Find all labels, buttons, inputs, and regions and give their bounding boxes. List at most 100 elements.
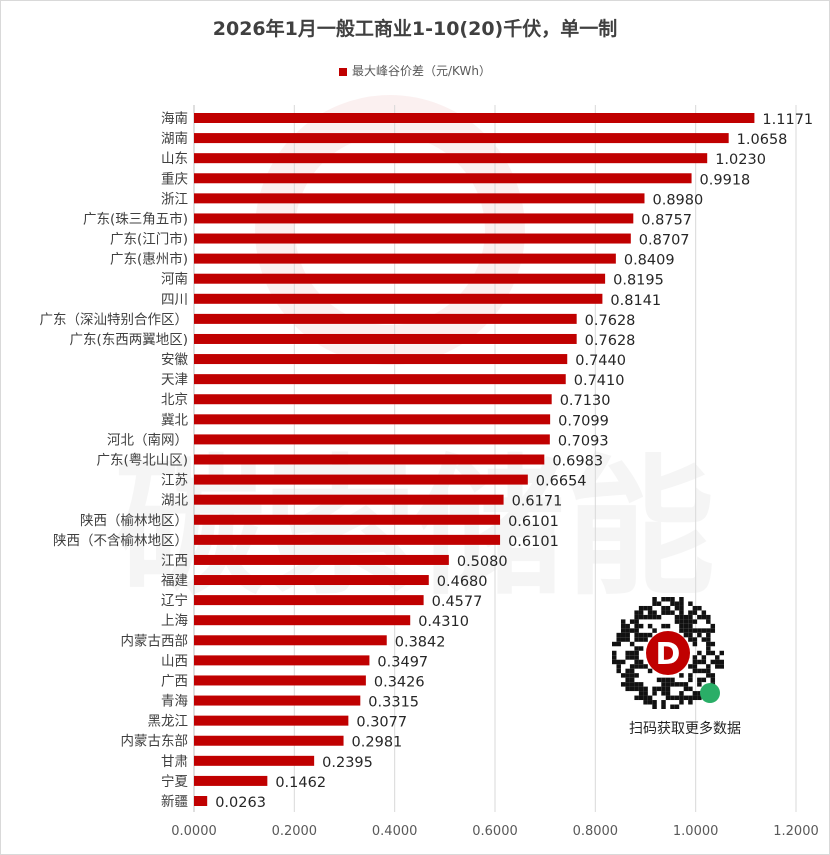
wechat-miniprogram-icon bbox=[700, 683, 720, 703]
data-label: 0.8707 bbox=[639, 233, 690, 249]
category-label: 江苏 bbox=[161, 473, 188, 489]
legend: 最大峰谷价差（元/KWh） bbox=[0, 62, 830, 79]
category-label: 甘肃 bbox=[161, 754, 188, 770]
data-label: 0.4310 bbox=[418, 614, 469, 630]
bar bbox=[194, 534, 501, 545]
category-label: 广东(惠州市) bbox=[110, 251, 188, 268]
category-label: 安徽 bbox=[161, 352, 188, 368]
category-label: 浙江 bbox=[161, 191, 188, 207]
data-label: 1.1171 bbox=[762, 112, 813, 128]
data-label: 1.0230 bbox=[715, 152, 766, 168]
category-label: 山西 bbox=[161, 653, 188, 669]
category-label: 陕西（榆林地区） bbox=[80, 513, 188, 529]
category-label: 江西 bbox=[161, 553, 188, 569]
data-label: 0.8195 bbox=[613, 273, 664, 289]
bar bbox=[194, 113, 755, 123]
data-label: 0.2395 bbox=[322, 755, 373, 771]
data-label: 0.4577 bbox=[432, 594, 483, 610]
category-label: 湖南 bbox=[161, 131, 188, 147]
data-label: 0.7093 bbox=[558, 433, 609, 449]
legend-label: 最大峰谷价差（元/KWh） bbox=[352, 64, 491, 78]
bar bbox=[194, 233, 631, 244]
bar bbox=[194, 595, 424, 606]
category-label: 河北（南网） bbox=[107, 432, 188, 448]
category-label: 广东(粤北山区) bbox=[96, 453, 188, 469]
category-label: 上海 bbox=[161, 613, 188, 629]
category-label: 黑龙江 bbox=[148, 714, 189, 730]
data-label: 0.7628 bbox=[585, 333, 636, 349]
bar bbox=[194, 635, 387, 646]
bar bbox=[194, 494, 504, 505]
data-label: 0.6654 bbox=[536, 474, 587, 490]
category-label: 内蒙古东部 bbox=[121, 734, 189, 750]
watermark-logo bbox=[255, 95, 525, 365]
data-label: 0.2981 bbox=[352, 735, 403, 751]
data-label: 0.3077 bbox=[356, 715, 407, 731]
data-label: 0.6171 bbox=[512, 494, 563, 510]
x-tick-label: 1.2000 bbox=[773, 824, 819, 839]
data-label: 0.8980 bbox=[652, 192, 703, 208]
legend-swatch bbox=[339, 67, 348, 76]
data-label: 0.5080 bbox=[457, 554, 508, 570]
bar bbox=[194, 354, 568, 365]
x-tick-label: 1.0000 bbox=[673, 824, 719, 839]
data-label: 0.6101 bbox=[508, 534, 559, 550]
data-label: 0.7628 bbox=[585, 313, 636, 329]
category-label: 广东(东西两翼地区) bbox=[69, 332, 188, 348]
bar bbox=[194, 394, 552, 405]
x-tick-label: 0.6000 bbox=[472, 824, 518, 839]
bar bbox=[194, 414, 551, 425]
bar bbox=[194, 173, 692, 184]
bar bbox=[194, 253, 616, 264]
category-label: 内蒙古西部 bbox=[121, 633, 189, 649]
bar bbox=[194, 575, 429, 586]
data-label: 0.8409 bbox=[624, 253, 675, 269]
data-label: 0.8757 bbox=[641, 212, 692, 228]
data-label: 0.0263 bbox=[215, 795, 266, 811]
data-label: 0.7130 bbox=[560, 393, 611, 409]
x-tick-label: 0.4000 bbox=[372, 824, 418, 839]
category-label: 陕西（不含榆林地区） bbox=[53, 533, 188, 549]
data-label: 0.7099 bbox=[558, 413, 609, 429]
x-tick-label: 0.2000 bbox=[272, 824, 318, 839]
data-label: 1.0658 bbox=[737, 132, 788, 148]
bar bbox=[194, 193, 645, 204]
bar bbox=[194, 775, 268, 786]
category-label: 冀北 bbox=[161, 412, 188, 428]
category-label: 辽宁 bbox=[161, 592, 188, 609]
category-label: 青海 bbox=[161, 694, 188, 710]
bar bbox=[194, 675, 366, 686]
qr-caption: 扫码获取更多数据 bbox=[629, 721, 741, 737]
qr-logo bbox=[646, 631, 690, 675]
bar bbox=[194, 514, 501, 525]
category-label: 福建 bbox=[161, 573, 188, 589]
data-label: 0.3842 bbox=[395, 634, 446, 650]
x-tick-label: 0.8000 bbox=[573, 824, 619, 839]
bar bbox=[194, 735, 344, 746]
bar bbox=[194, 434, 550, 445]
category-label: 宁夏 bbox=[161, 773, 188, 790]
bar bbox=[194, 695, 361, 706]
data-label: 0.3426 bbox=[374, 674, 425, 690]
data-label: 0.6983 bbox=[552, 454, 603, 470]
category-label: 广东(珠三角五市) bbox=[83, 210, 188, 227]
category-label: 广西 bbox=[161, 673, 188, 689]
chart-title: 2026年1月一般工商业1-10(20)千伏，单一制 bbox=[212, 18, 618, 40]
bar bbox=[194, 554, 449, 565]
watermark-text: 碳索储能 bbox=[115, 442, 715, 616]
bar bbox=[194, 213, 634, 224]
bar bbox=[194, 615, 411, 626]
category-label: 湖北 bbox=[161, 493, 188, 509]
bar bbox=[194, 755, 315, 766]
data-label: 0.7410 bbox=[574, 373, 625, 389]
bar bbox=[194, 153, 708, 164]
category-label: 天津 bbox=[161, 372, 188, 388]
category-label: 海南 bbox=[161, 111, 188, 127]
data-label: 0.3497 bbox=[377, 654, 428, 670]
bar bbox=[194, 796, 208, 806]
data-label: 0.3315 bbox=[368, 695, 419, 711]
bar bbox=[194, 715, 349, 726]
data-label: 0.9918 bbox=[700, 172, 751, 188]
data-label: 0.1462 bbox=[275, 775, 326, 791]
category-label: 四川 bbox=[161, 292, 188, 308]
